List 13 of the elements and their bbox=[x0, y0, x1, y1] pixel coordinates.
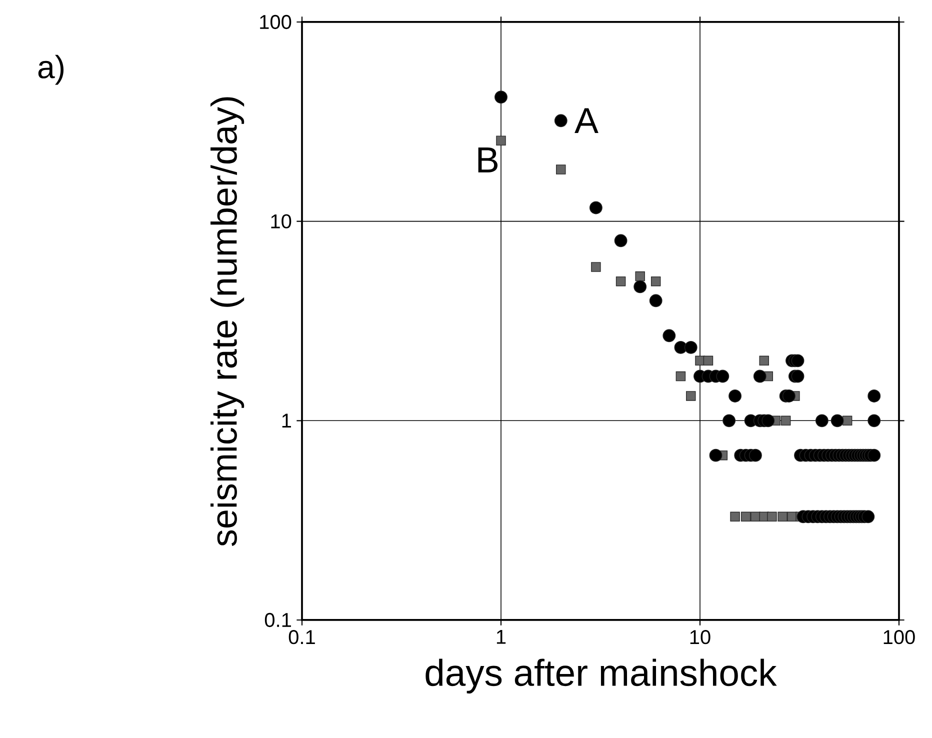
y-axis-title: seismicity rate (number/day) bbox=[210, 97, 244, 546]
y-tick-label: 10 bbox=[271, 214, 292, 228]
x-tick-label: 1 bbox=[496, 630, 506, 644]
x-tick-label: 0.1 bbox=[288, 630, 315, 644]
x-tick-label: 100 bbox=[884, 630, 915, 644]
series-label: B bbox=[478, 148, 498, 172]
y-tick-label: 1 bbox=[282, 414, 291, 428]
y-tick-label: 100 bbox=[260, 14, 292, 30]
text: a) bbox=[38, 54, 64, 85]
x-axis-title: days after mainshock bbox=[426, 658, 777, 694]
x-tick-label: 10 bbox=[690, 630, 710, 644]
y-tick-label: 0.1 bbox=[264, 612, 291, 628]
series-label: A bbox=[574, 108, 598, 134]
